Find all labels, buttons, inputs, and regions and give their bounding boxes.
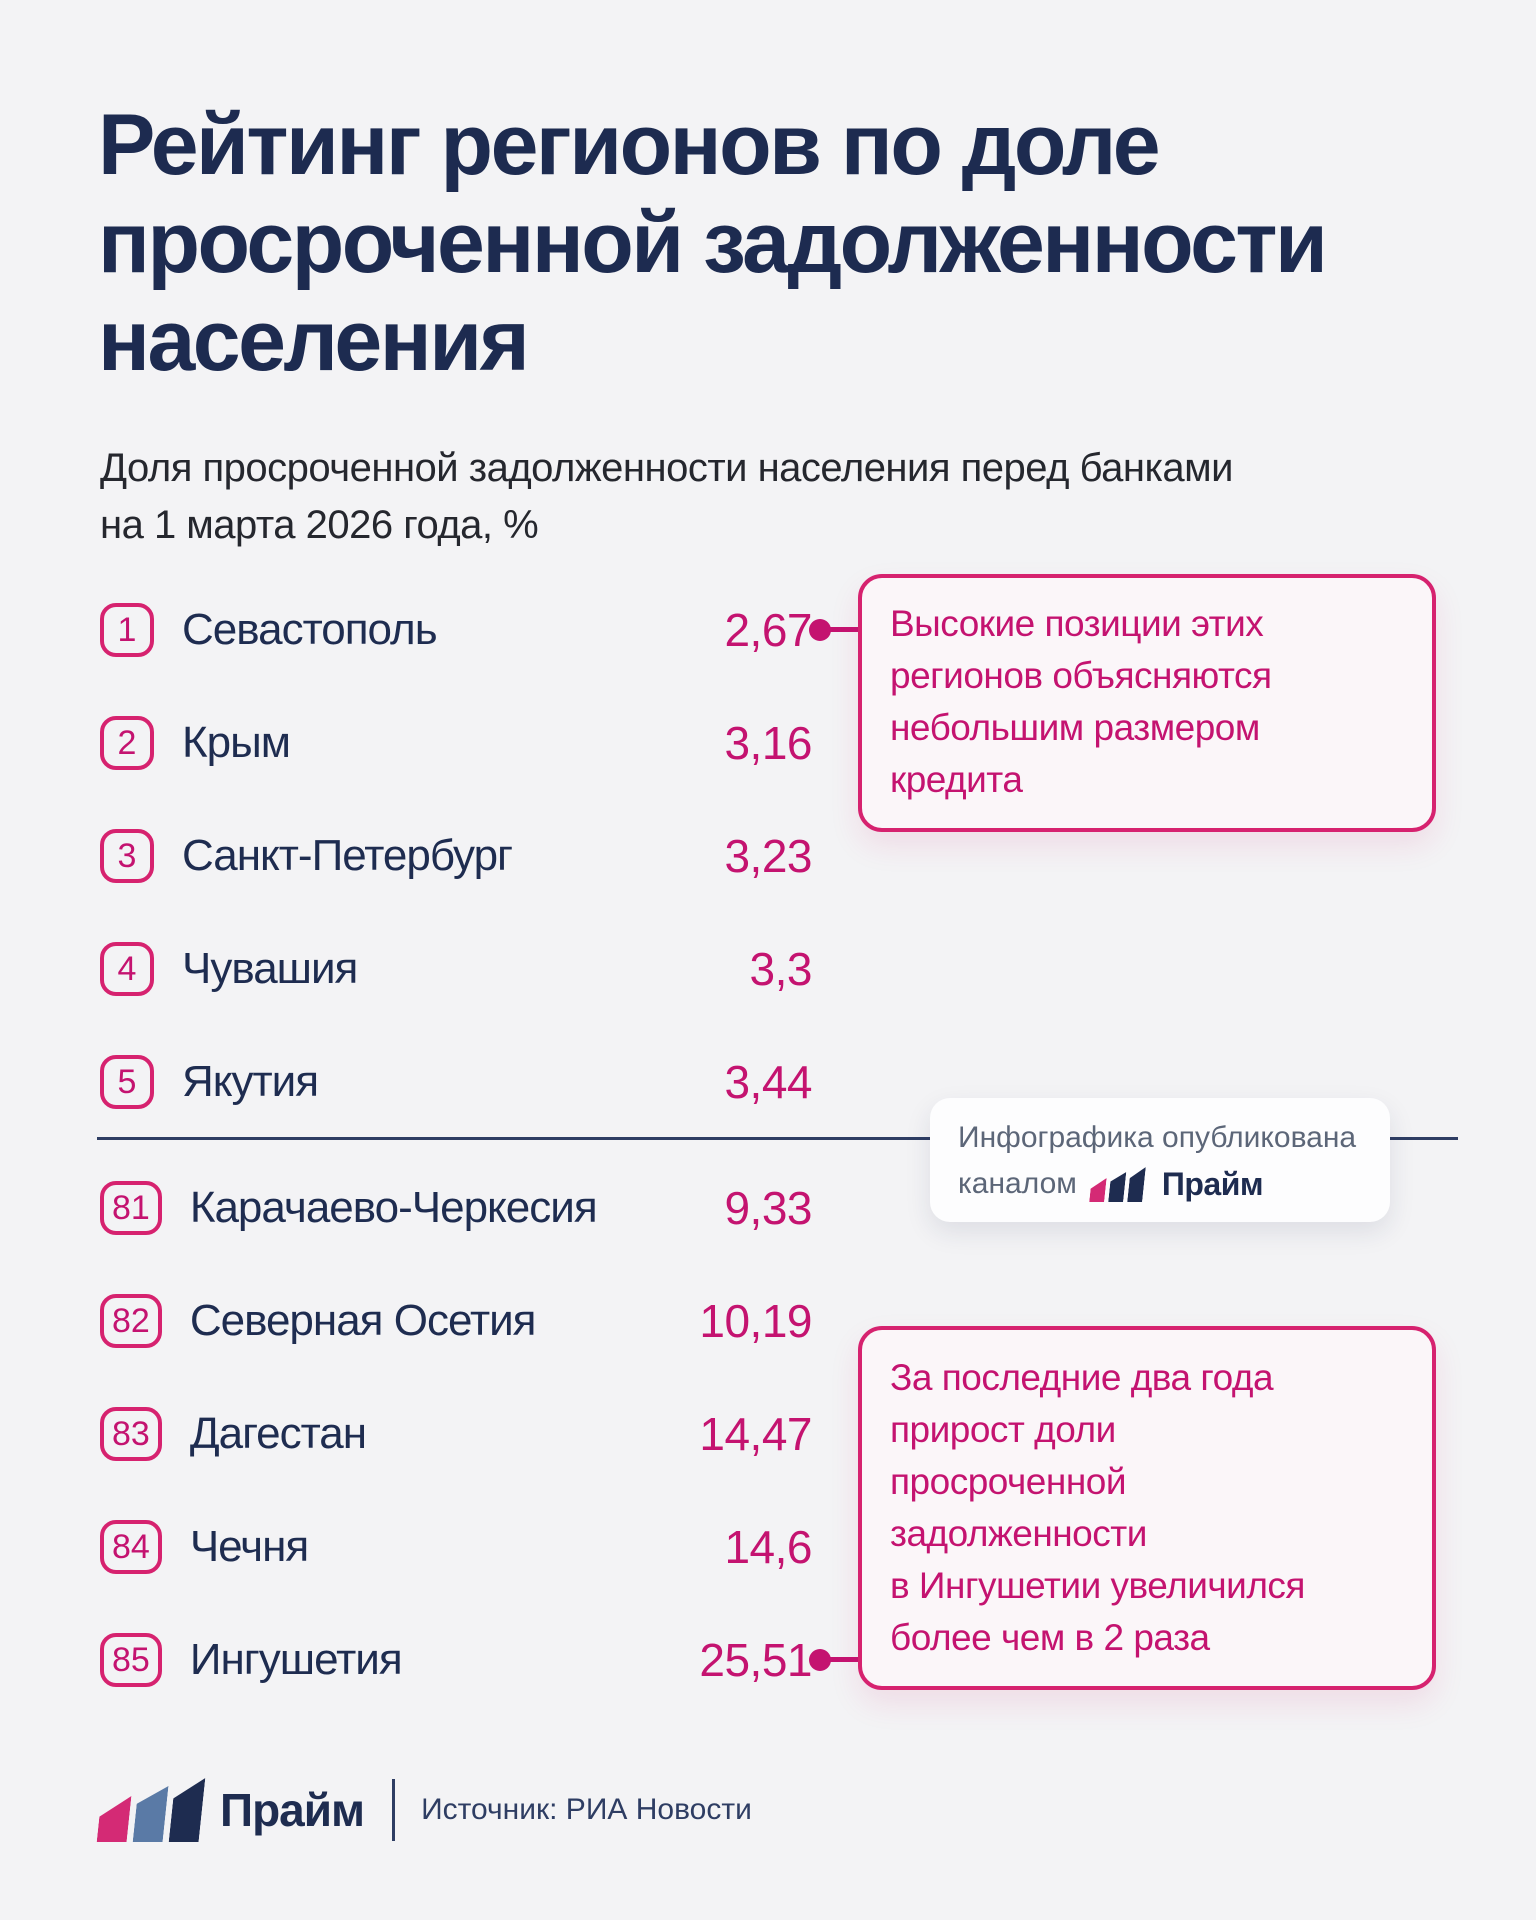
logo-bar-pink [97,1796,132,1842]
footer: Прайм Источник: РИА Новости [100,1768,752,1852]
callout-text-line: За последние два года [890,1357,1274,1398]
rank-badge: 84 [100,1520,162,1574]
table-row: 1 Севастополь 2,67 [100,600,812,660]
region-name: Дагестан [189,1409,367,1458]
region-name: Якутия [182,1057,319,1106]
callout-text-line: кредита [890,759,1023,800]
attribution-channel-label: каналом [958,1167,1077,1200]
rank-badge: 4 [100,942,154,996]
region-name: Санкт-Петербург [182,831,513,880]
table-row: 81 Карачаево-Черкесия 9,33 [100,1178,812,1238]
footer-divider [392,1779,396,1841]
region-value: 3,16 [724,717,812,769]
page-subtitle: Доля просроченной задолженности населени… [100,440,1240,554]
rank-badge: 82 [100,1294,162,1348]
table-row: 2 Крым 3,16 [100,713,812,773]
callout-text-line: прирост доли [890,1409,1116,1450]
rank-badge: 83 [100,1407,162,1461]
attribution-box: Инфографика опубликована каналом Прайм [930,1098,1390,1222]
region-name: Крым [182,718,291,767]
rank-badge: 3 [100,829,154,883]
rank-number: 1 [117,610,137,649]
region-value: 9,33 [724,1182,812,1234]
attribution-text: Инфографика опубликована [958,1121,1357,1154]
callout-ingushetia-growth: За последние два года прирост доли проср… [858,1326,1436,1690]
prime-logo-icon [1089,1167,1150,1202]
region-value: 25,51 [699,1634,812,1686]
rank-badge: 85 [100,1633,162,1687]
region-value: 14,47 [699,1408,812,1460]
title-line-1: Рейтинг регионов по доле [98,97,1161,193]
logo-bar-pink [1089,1178,1107,1202]
table-row: 84 Чечня 14,6 [100,1517,812,1577]
logo-bar-steelblue [133,1786,169,1842]
logo-bar-navy [1108,1172,1126,1202]
region-name: Севастополь [182,605,438,654]
callout-text-line: просроченной [890,1461,1127,1502]
rank-number: 82 [112,1301,150,1340]
region-value: 10,19 [699,1295,812,1347]
region-name: Чечня [189,1522,309,1571]
source-text: Источник: РИА Новости [421,1793,752,1826]
divider-line [97,1137,1458,1140]
rank-number: 5 [117,1062,137,1101]
region-value: 3,3 [749,943,813,995]
rank-number: 84 [112,1527,150,1566]
connector-line [818,1657,862,1662]
logo-bar-navy [1127,1167,1146,1202]
callout-text-line: Высокие позиции этих [890,603,1264,644]
brand-wordmark: Прайм [1161,1166,1264,1202]
connector-line [818,627,862,632]
table-row: 82 Северная Осетия 10,19 [100,1291,812,1351]
attribution-channel: каналом Прайм [958,1164,1362,1204]
subtitle-line-2: на 1 марта 2026 года, % [100,503,539,547]
callout-text-line: регионов объясняются [890,655,1272,696]
prime-logo-icon [97,1778,212,1842]
callout-text-line: задолженности [890,1513,1147,1554]
rank-number: 85 [112,1640,150,1679]
rank-badge: 5 [100,1055,154,1109]
rank-number: 2 [117,723,137,762]
title-line-3: населения [98,293,530,389]
callout-text-line: небольшим размером [890,707,1260,748]
table-row: 85 Ингушетия 25,51 [100,1630,812,1690]
rank-number: 3 [117,836,137,875]
region-value: 14,6 [724,1521,812,1573]
rank-badge: 81 [100,1181,162,1235]
rank-number: 4 [117,949,137,988]
rank-badge: 1 [100,603,154,657]
page-title: Рейтинг регионов по доле просроченной за… [98,96,1458,390]
rank-number: 83 [112,1414,150,1453]
region-name: Ингушетия [189,1635,403,1684]
region-value: 3,23 [724,830,812,882]
region-value: 3,44 [724,1056,812,1108]
table-row: 5 Якутия 3,44 [100,1052,812,1112]
callout-text-line: в Ингушетии увеличился [890,1565,1305,1606]
brand-wordmark: Прайм [220,1784,365,1836]
callout-top-regions: Высокие позиции этих регионов объясняютс… [858,574,1436,832]
table-row: 83 Дагестан 14,47 [100,1404,812,1464]
table-row: 3 Санкт-Петербург 3,23 [100,826,812,886]
region-value: 2,67 [724,604,812,656]
table-row: 4 Чувашия 3,3 [100,939,813,999]
rank-number: 81 [112,1188,150,1227]
callout-text-line: более чем в 2 раза [890,1617,1210,1658]
region-name: Чувашия [182,944,358,993]
region-name: Северная Осетия [189,1296,537,1345]
title-line-2: просроченной задолженности [98,195,1328,291]
rank-badge: 2 [100,716,154,770]
region-name: Карачаево-Черкесия [189,1183,598,1232]
subtitle-line-1: Доля просроченной задолженности населени… [100,446,1233,490]
logo-bar-navy [169,1778,206,1842]
